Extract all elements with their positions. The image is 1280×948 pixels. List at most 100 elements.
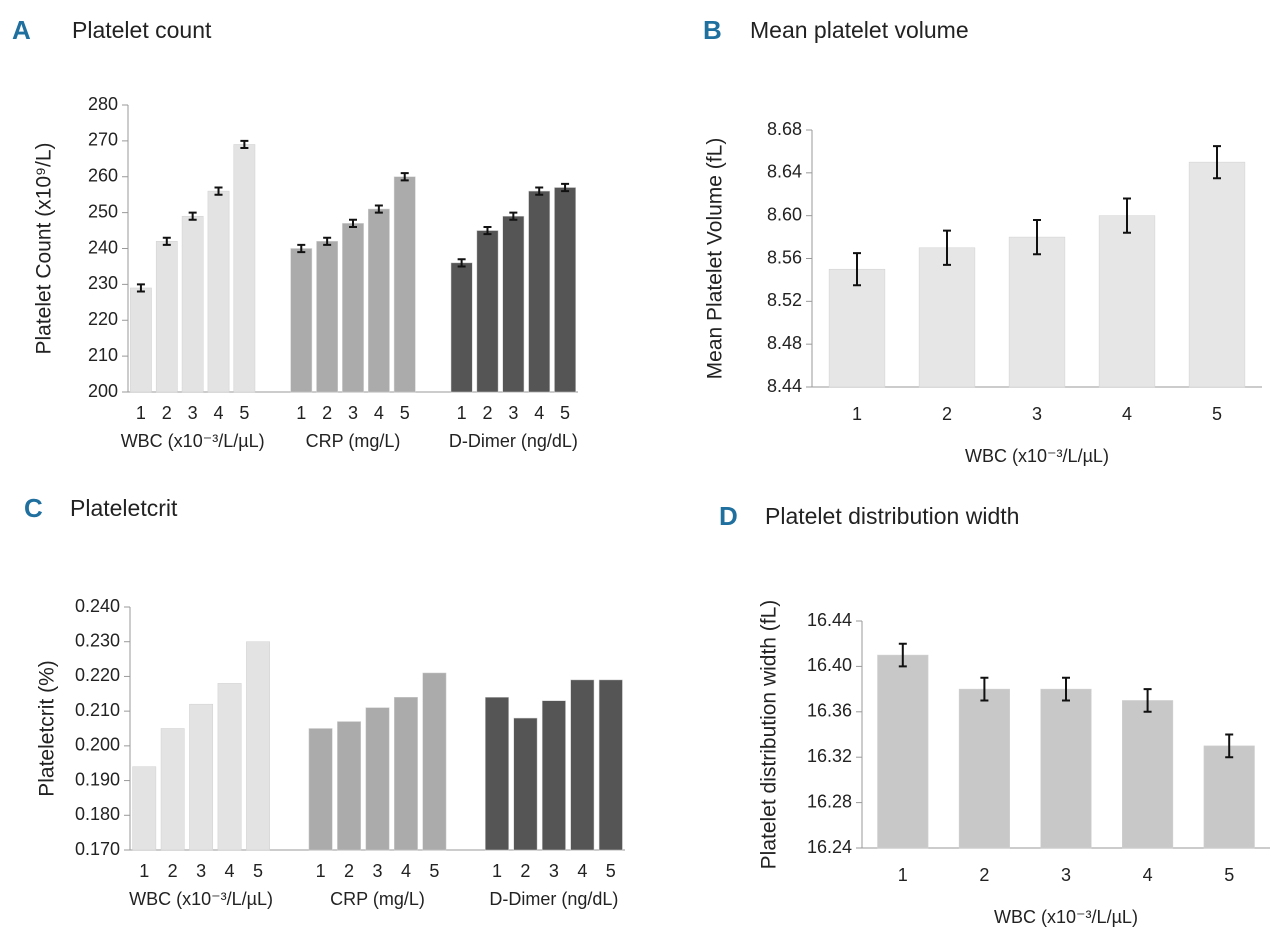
- x-tick-label: 1: [852, 404, 862, 424]
- bar: [132, 766, 157, 851]
- bar: [598, 679, 623, 851]
- error-bar: [535, 186, 544, 196]
- y-tick-label: 240: [88, 237, 118, 257]
- error-bar: [898, 642, 907, 668]
- error-bar: [457, 258, 466, 268]
- bar: [368, 208, 390, 393]
- error-bar: [214, 186, 223, 196]
- bar: [570, 679, 595, 851]
- error-bar: [374, 204, 383, 214]
- panel-letter: A: [12, 15, 31, 45]
- y-tick-label: 8.68: [767, 119, 802, 139]
- error-bar: [323, 236, 332, 246]
- x-tick-label: 1: [316, 861, 326, 881]
- x-tick-label: 1: [898, 865, 908, 885]
- bar: [130, 287, 152, 393]
- error-bar: [349, 218, 357, 228]
- error-bar: [240, 139, 249, 150]
- x-tick-label: 4: [577, 861, 587, 881]
- bar: [422, 672, 447, 851]
- error-bar: [136, 283, 145, 293]
- bar: [476, 230, 499, 393]
- error-bar: [561, 182, 570, 193]
- y-tick-label: 200: [88, 381, 118, 401]
- group-label: CRP (mg/L): [330, 889, 425, 909]
- x-tick-label: 1: [296, 403, 306, 423]
- y-tick-label: 8.56: [767, 247, 802, 267]
- y-tick-label: 8.52: [767, 290, 802, 310]
- error-bar: [1033, 218, 1041, 256]
- x-tick-label: 5: [253, 861, 263, 881]
- x-tick-label: 4: [401, 861, 411, 881]
- bar: [155, 241, 178, 393]
- bar: [1008, 236, 1066, 388]
- error-bar: [943, 229, 951, 266]
- x-tick-label: 4: [534, 403, 544, 423]
- x-tick-label: 3: [372, 861, 382, 881]
- error-bar: [400, 172, 409, 182]
- bar: [207, 190, 230, 393]
- x-tick-label: 4: [214, 403, 224, 423]
- bar: [541, 700, 566, 851]
- x-tick-label: 1: [492, 861, 502, 881]
- y-tick-label: 8.64: [767, 162, 802, 182]
- x-tick-label: 3: [1032, 404, 1042, 424]
- y-tick-label: 16.28: [807, 791, 852, 811]
- error-bar: [980, 676, 989, 702]
- error-bar: [1062, 676, 1070, 702]
- y-tick-label: 260: [88, 166, 118, 186]
- x-tick-label: 4: [374, 403, 384, 423]
- x-tick-label: 1: [136, 403, 146, 423]
- bar: [828, 268, 886, 388]
- panel-letter: C: [24, 493, 43, 523]
- bar: [958, 688, 1010, 849]
- x-axis-label: WBC (x10⁻³/L/µL): [965, 446, 1109, 466]
- x-tick-label: 1: [457, 403, 467, 423]
- bar: [513, 717, 538, 851]
- error-bar: [853, 252, 861, 287]
- bar: [1203, 745, 1255, 849]
- x-tick-label: 2: [162, 403, 172, 423]
- x-tick-label: 3: [1061, 865, 1071, 885]
- y-tick-label: 0.220: [75, 665, 120, 685]
- error-bar: [1143, 688, 1152, 713]
- y-axis-label: Plateletcrit (%): [36, 660, 59, 797]
- x-tick-label: 5: [560, 403, 570, 423]
- bar: [1188, 161, 1246, 388]
- y-tick-label: 250: [88, 201, 118, 221]
- bar: [485, 697, 509, 851]
- bar: [393, 176, 416, 393]
- x-tick-label: 1: [139, 861, 149, 881]
- y-tick-label: 16.36: [807, 701, 852, 721]
- chart-title: Platelet count: [72, 17, 212, 43]
- error-bar: [188, 211, 197, 221]
- x-tick-label: 2: [942, 404, 952, 424]
- y-tick-label: 220: [88, 309, 118, 329]
- x-tick-label: 5: [429, 861, 439, 881]
- y-axis-label: Mean Platelet Volume (fL): [704, 138, 727, 380]
- y-tick-label: 280: [88, 94, 118, 114]
- error-bar: [483, 225, 492, 236]
- chart-title: Plateletcrit: [70, 495, 178, 521]
- y-tick-label: 0.180: [75, 804, 120, 824]
- error-bar: [509, 211, 518, 221]
- bar: [528, 190, 551, 393]
- y-tick-label: 0.240: [75, 596, 120, 616]
- error-bar: [1213, 145, 1221, 180]
- y-axis-label: Platelet Count (x10⁹/L): [33, 142, 56, 354]
- x-tick-label: 5: [400, 403, 410, 423]
- error-bar: [1225, 733, 1234, 759]
- x-tick-label: 5: [1224, 865, 1234, 885]
- bar: [181, 215, 204, 393]
- x-tick-label: 2: [322, 403, 332, 423]
- group-label: WBC (x10⁻³/L/µL): [129, 889, 273, 909]
- x-tick-label: 2: [344, 861, 354, 881]
- x-tick-label: 5: [606, 861, 616, 881]
- x-tick-label: 3: [196, 861, 206, 881]
- bar: [342, 223, 364, 393]
- y-tick-label: 210: [88, 345, 118, 365]
- error-bar: [162, 236, 171, 246]
- chart-title: Mean platelet volume: [750, 17, 969, 43]
